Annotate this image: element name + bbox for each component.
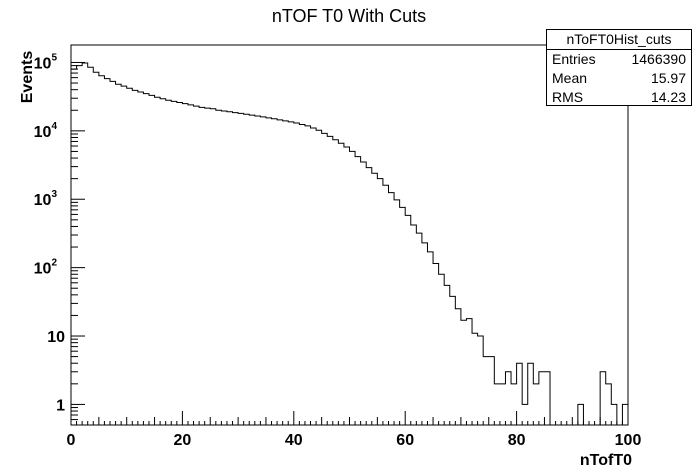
- x-tick-label: 80: [508, 432, 526, 449]
- y-tick-label: 104: [34, 121, 58, 141]
- stats-entries-label: Entries: [552, 51, 596, 67]
- plot-frame: [70, 44, 629, 426]
- y-tick-label: 103: [34, 189, 58, 209]
- y-axis-label: Events: [19, 50, 36, 104]
- y-tick-label: 10: [47, 329, 65, 346]
- x-tick-label: 60: [396, 432, 414, 449]
- chart-title: nTOF T0 With Cuts: [271, 6, 427, 26]
- stats-mean-label: Mean: [552, 70, 588, 86]
- stats-row-entries: Entries 1466390: [547, 50, 691, 69]
- y-tick-label: 102: [34, 258, 58, 278]
- y-tick-label: 105: [34, 52, 58, 72]
- stats-title: nToFT0Hist_cuts: [547, 30, 691, 50]
- histogram-line: [70, 62, 629, 426]
- x-tick-label: 20: [174, 432, 192, 449]
- x-tick-label: 40: [285, 432, 303, 449]
- y-tick-label: 1: [56, 397, 65, 414]
- stats-entries-value: 1466390: [631, 51, 686, 67]
- x-axis-label: nTofT0: [579, 452, 632, 469]
- stats-mean-value: 15.97: [650, 70, 686, 86]
- x-axis: 0 20 40 60 80 100: [67, 411, 642, 449]
- stats-box: nToFT0Hist_cuts Entries 1466390 Mean 15.…: [546, 29, 692, 106]
- y-axis: 1 10 102 103 104 105: [34, 52, 85, 426]
- stats-rms-label: RMS: [552, 89, 584, 105]
- x-tick-label: 100: [615, 432, 642, 449]
- stats-rms-value: 14.23: [650, 89, 686, 105]
- stats-row-rms: RMS 14.23: [547, 88, 691, 107]
- x-tick-label: 0: [67, 432, 76, 449]
- stats-row-mean: Mean 15.97: [547, 69, 691, 88]
